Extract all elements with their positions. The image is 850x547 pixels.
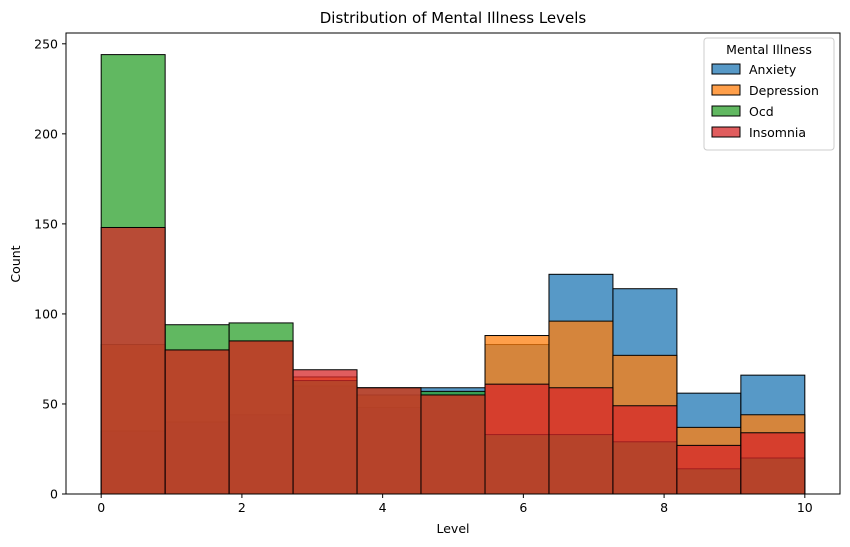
bar-insomnia-2 [228, 340, 294, 495]
x-tick-label-4: 4 [379, 500, 387, 515]
y-tick-label-0: 0 [50, 487, 58, 502]
bar-insomnia-1 [164, 349, 230, 495]
x-tick-label-10: 10 [797, 500, 813, 515]
x-tick-label-8: 8 [660, 500, 668, 515]
x-tick-label-6: 6 [519, 500, 527, 515]
y-tick-label-100: 100 [34, 306, 58, 321]
chart-title: Distribution of Mental Illness Levels [320, 9, 587, 27]
y-tick-label-150: 150 [34, 216, 58, 231]
bar-insomnia-5 [420, 394, 486, 495]
legend: Mental Illness Anxiety Depression Ocd Insomn… [703, 37, 835, 151]
y-tick-label-250: 250 [34, 36, 58, 51]
bar-insomnia-3 [292, 369, 358, 495]
legend-swatch-insomnia [711, 126, 741, 138]
bar-insomnia-9 [676, 444, 742, 495]
legend-swatch-ocd [711, 105, 741, 117]
x-tick-label-0: 0 [97, 500, 105, 515]
bar-insomnia-10 [740, 432, 806, 495]
bar-insomnia-7 [548, 387, 614, 495]
y-axis-label: Count [8, 245, 23, 282]
legend-label-depression: Depression [749, 83, 819, 98]
bar-insomnia-6 [484, 383, 550, 495]
y-tick-label-200: 200 [34, 126, 58, 141]
bar-insomnia-0 [100, 226, 166, 495]
plot-frame [65, 32, 841, 495]
legend-swatch-depression [711, 84, 741, 96]
legend-label-anxiety: Anxiety [749, 62, 797, 77]
bars-layer [100, 54, 806, 495]
legend-label-insomnia: Insomnia [749, 125, 806, 140]
bar-insomnia-8 [612, 405, 678, 495]
legend-label-ocd: Ocd [749, 104, 774, 119]
bar-insomnia-4 [356, 387, 422, 495]
legend-swatch-anxiety [711, 63, 741, 75]
x-axis-label: Level [437, 521, 470, 536]
y-tick-label-50: 50 [42, 396, 58, 411]
legend-title: Mental Illness [726, 42, 812, 57]
x-tick-label-2: 2 [238, 500, 246, 515]
